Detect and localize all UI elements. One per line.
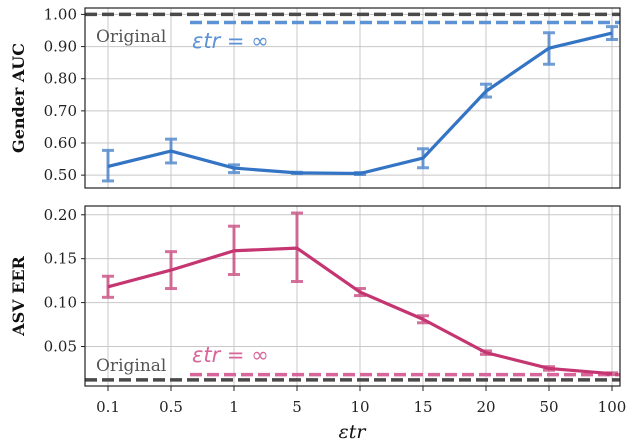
y-tick-label: 0.90	[44, 38, 77, 56]
error-bar	[165, 250, 177, 291]
x-tick-label: 0.5	[159, 398, 183, 416]
x-tick-label: 100	[598, 398, 627, 416]
error-bar	[354, 287, 366, 298]
y-tick-label: 1.00	[44, 5, 77, 23]
annotation-eps-inf: εtr = ∞	[192, 29, 269, 53]
annotation-original: Original	[96, 356, 166, 376]
error-bar	[291, 170, 303, 176]
annotation-eps-inf: εtr = ∞	[192, 343, 269, 367]
error-bar	[480, 82, 492, 99]
error-bar	[543, 365, 555, 372]
error-bar	[354, 171, 366, 176]
asv-eer-panel: 0.05 0.10 0.15 0.20 Original εtr = ∞ ASV EER	[9, 205, 621, 387]
y-tick-label: 0.50	[44, 166, 77, 184]
gender-auc-panel: 0.50 0.60 0.70 0.80 0.90 1.00 Original εtr = ∞ G…	[9, 5, 621, 189]
annotation-original: Original	[96, 27, 166, 47]
error-bar	[228, 224, 240, 276]
plot-frame	[84, 205, 621, 387]
y-tick-label: 0.05	[44, 337, 77, 355]
error-bar	[228, 163, 240, 175]
x-tick-label: 10	[350, 398, 369, 416]
plot-frame	[84, 7, 621, 189]
x-tick-label: 15	[413, 398, 432, 416]
x-tick-label: 5	[292, 398, 302, 416]
y-axis-label: Gender AUC	[9, 43, 28, 153]
error-bar	[417, 147, 429, 170]
error-bar	[606, 371, 618, 377]
x-tick-label: 1	[229, 398, 239, 416]
error-bar	[417, 314, 429, 325]
error-bar	[480, 349, 492, 356]
error-bar	[543, 31, 555, 66]
error-bar	[606, 25, 618, 41]
y-tick-label: 0.15	[44, 250, 77, 268]
error-bar	[102, 274, 114, 299]
grid	[85, 8, 620, 188]
error-bar	[102, 148, 114, 183]
y-tick-label: 0.10	[44, 294, 77, 312]
y-axis-label: ASV EER	[9, 255, 28, 336]
y-tick-label: 0.70	[44, 102, 77, 120]
x-tick-label: 0.1	[96, 398, 120, 416]
error-bar	[291, 211, 303, 284]
x-tick-label: 20	[476, 398, 495, 416]
y-tick-label: 0.20	[44, 206, 77, 224]
y-tick-label: 0.80	[44, 70, 77, 88]
y-tick-label: 0.60	[44, 134, 77, 152]
x-tick-label: 50	[539, 398, 558, 416]
error-bar	[165, 137, 177, 165]
x-axis-label: εtr	[339, 421, 368, 443]
